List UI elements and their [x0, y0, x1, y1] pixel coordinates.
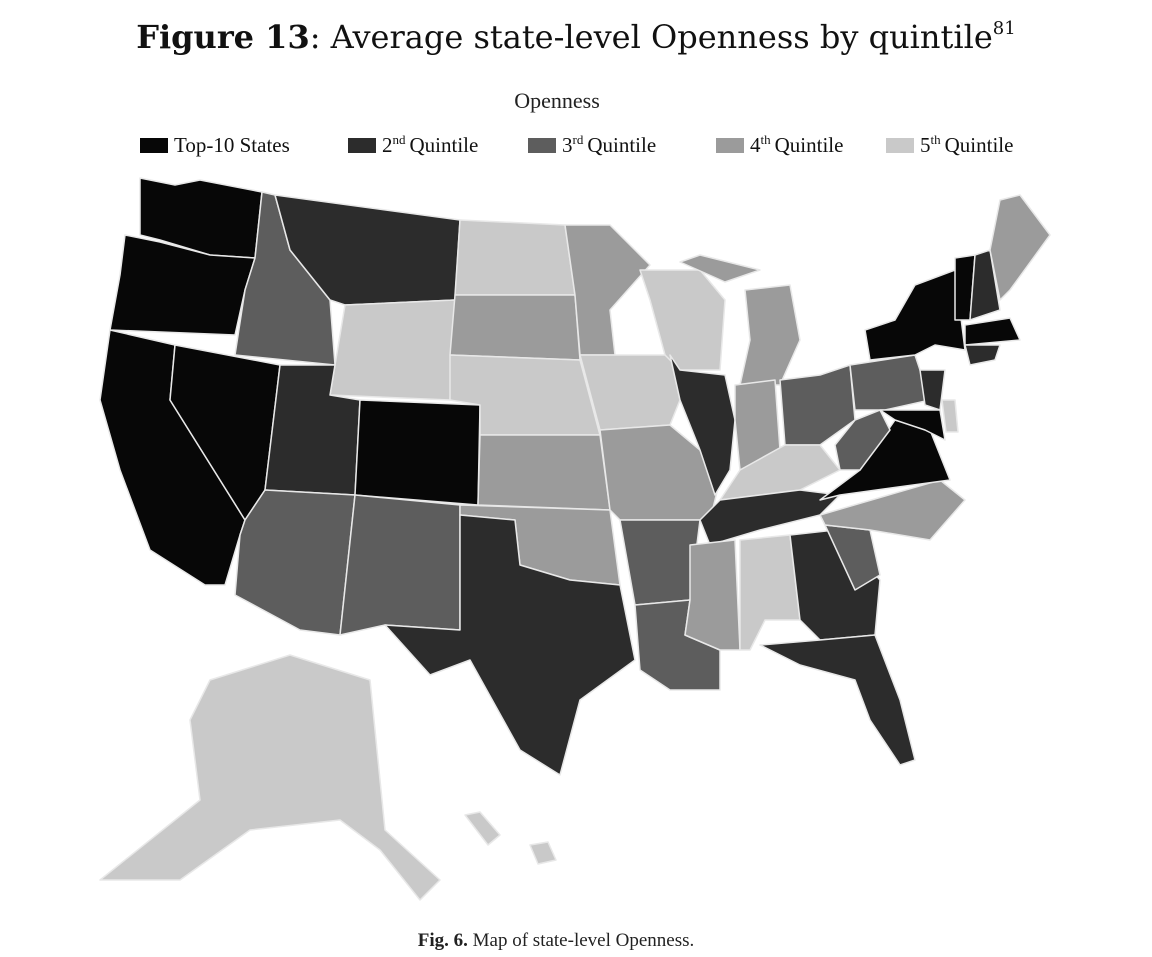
legend-swatch	[528, 138, 556, 153]
figure-title-text: : Average state-level Openness by quinti…	[310, 18, 993, 56]
state	[969, 249, 1001, 321]
state	[99, 654, 441, 901]
state	[941, 399, 959, 433]
state	[464, 811, 501, 846]
legend-label: 4th Quintile	[750, 132, 843, 157]
legend-ordinal: 3	[562, 133, 573, 157]
state	[529, 841, 557, 865]
figure-label: Figure 13	[136, 18, 309, 56]
state	[669, 354, 736, 496]
caption-text: Map of state-level Openness.	[473, 930, 695, 951]
legend-ordinal: 4	[750, 133, 761, 157]
state	[739, 284, 801, 386]
state	[684, 539, 741, 651]
legend-text: Quintile	[775, 133, 844, 157]
legend-text: Quintile	[410, 133, 479, 157]
state	[679, 254, 761, 283]
state	[579, 354, 681, 431]
legend-text: Quintile	[587, 133, 656, 157]
state	[354, 399, 481, 506]
caption: Fig. 6. Map of state-level Openness.	[418, 930, 695, 951]
legend-label: Top-10 States	[174, 133, 290, 157]
legend-text: Top-10 States	[174, 133, 290, 157]
state	[384, 514, 636, 776]
legend-suffix: th	[931, 132, 942, 147]
state	[964, 317, 1021, 346]
state	[739, 534, 801, 651]
state	[449, 294, 581, 361]
legend: Top-10 States 2nd Quintile 3rd Quintile 4th Qu…	[140, 132, 1013, 157]
legend-label: 5th Quintile	[920, 132, 1013, 157]
state	[834, 409, 891, 471]
state	[964, 344, 1001, 366]
legend-suffix: nd	[393, 132, 407, 147]
legend-text: Quintile	[945, 133, 1014, 157]
legend-swatch	[886, 138, 914, 153]
caption-label: Fig. 6.	[418, 930, 468, 951]
state	[639, 269, 726, 371]
state	[619, 519, 701, 606]
state	[919, 369, 946, 411]
state	[864, 269, 966, 361]
legend-swatch	[716, 138, 744, 153]
legend-ordinal: 5	[920, 133, 931, 157]
legend-label: 3rd Quintile	[562, 132, 656, 157]
state	[339, 494, 461, 636]
map	[99, 177, 1051, 901]
state	[599, 424, 721, 521]
figure-title: Figure 13: Average state-level Openness …	[136, 18, 1015, 56]
state	[234, 489, 356, 636]
legend-suffix: rd	[573, 132, 584, 147]
legend-swatch	[348, 138, 376, 153]
footnote-ref: 81	[993, 18, 1016, 39]
state	[849, 354, 931, 411]
state	[879, 409, 946, 441]
legend-swatch	[140, 138, 168, 153]
map-title: Openness	[514, 88, 600, 113]
state	[564, 224, 651, 356]
state	[477, 434, 611, 511]
state	[454, 219, 576, 296]
legend-label: 2nd Quintile	[382, 132, 478, 157]
state	[989, 194, 1051, 301]
state	[759, 634, 916, 766]
legend-ordinal: 2	[382, 133, 393, 157]
state	[329, 299, 456, 401]
legend-suffix: th	[761, 132, 772, 147]
